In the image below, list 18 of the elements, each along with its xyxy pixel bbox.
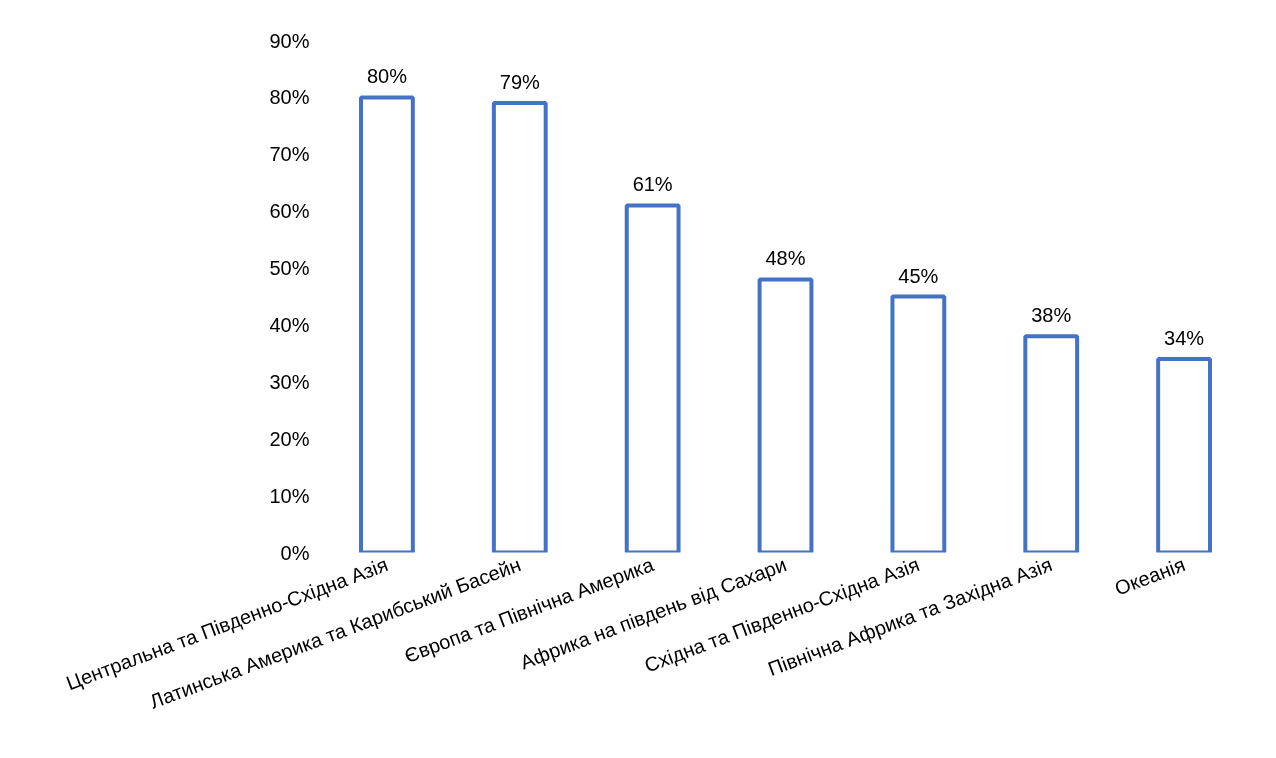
y-tick-label: 90% (269, 29, 310, 52)
y-tick-label: 60% (269, 200, 310, 223)
data-label: 45% (898, 264, 939, 287)
x-tick-label: Океанія (1111, 553, 1188, 600)
y-tick-label: 40% (269, 313, 310, 336)
data-label: 38% (1031, 304, 1072, 327)
y-tick-label: 80% (269, 86, 310, 109)
y-tick-label: 0% (280, 541, 310, 564)
data-label: 34% (1164, 327, 1205, 350)
y-tick-label: 30% (269, 370, 310, 393)
data-label: 79% (499, 71, 541, 94)
y-tick-label: 50% (269, 257, 310, 280)
data-label: 61% (632, 173, 673, 196)
y-tick-label: 20% (269, 427, 310, 450)
y-tick-label: 10% (269, 484, 310, 507)
data-label: 80% (366, 65, 408, 88)
data-label: 48% (765, 247, 806, 270)
y-tick-label: 70% (269, 143, 310, 166)
